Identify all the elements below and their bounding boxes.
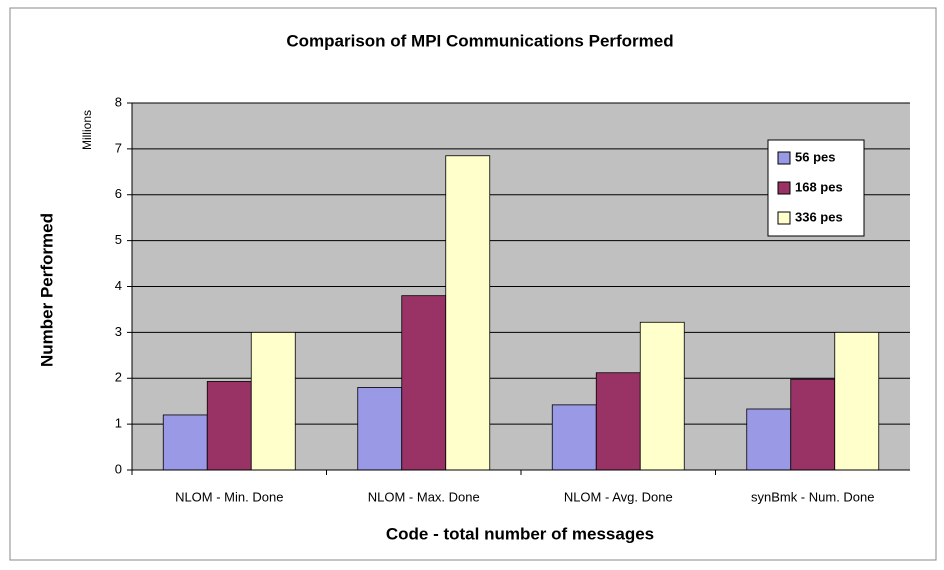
x-tick-label: NLOM - Avg. Done xyxy=(564,489,673,504)
y-tick-label: 7 xyxy=(115,140,122,155)
bar xyxy=(834,331,880,471)
y-tick-label: 6 xyxy=(115,186,122,201)
y-unit-label: Millions xyxy=(80,110,94,150)
legend-label: 56 pes xyxy=(795,149,835,164)
bar xyxy=(595,372,641,471)
bar xyxy=(746,408,792,471)
x-axis-label: Code - total number of messages xyxy=(386,524,654,543)
y-tick-label: 4 xyxy=(115,278,122,293)
x-tick-label: NLOM - Max. Done xyxy=(368,489,480,504)
legend-label: 336 pes xyxy=(795,209,843,224)
legend-swatch xyxy=(777,151,791,165)
y-tick-label: 5 xyxy=(115,232,122,247)
legend-label: 168 pes xyxy=(795,179,843,194)
y-tick-label: 8 xyxy=(115,94,122,109)
y-tick-label: 0 xyxy=(115,461,122,476)
x-tick-label: synBmk - Num. Done xyxy=(751,489,875,504)
bar xyxy=(357,387,403,471)
legend-swatch xyxy=(777,181,791,195)
bar xyxy=(551,404,597,471)
bar xyxy=(790,378,836,471)
bar xyxy=(401,295,447,471)
x-tick-label: NLOM - Min. Done xyxy=(175,489,283,504)
bar xyxy=(206,381,252,471)
legend-swatch xyxy=(777,211,791,225)
bar xyxy=(639,321,685,471)
y-tick-label: 3 xyxy=(115,324,122,339)
y-tick-label: 1 xyxy=(115,416,122,431)
chart-title: Comparison of MPI Communications Perform… xyxy=(286,31,673,50)
bar xyxy=(445,155,491,471)
y-tick-label: 2 xyxy=(115,370,122,385)
y-axis-label: Number Performed xyxy=(37,213,56,367)
bar xyxy=(250,331,296,471)
bar xyxy=(162,414,208,471)
